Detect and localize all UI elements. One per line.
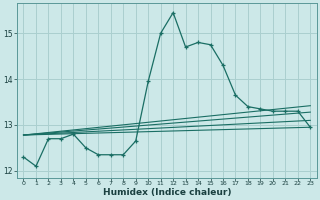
X-axis label: Humidex (Indice chaleur): Humidex (Indice chaleur) — [103, 188, 231, 197]
